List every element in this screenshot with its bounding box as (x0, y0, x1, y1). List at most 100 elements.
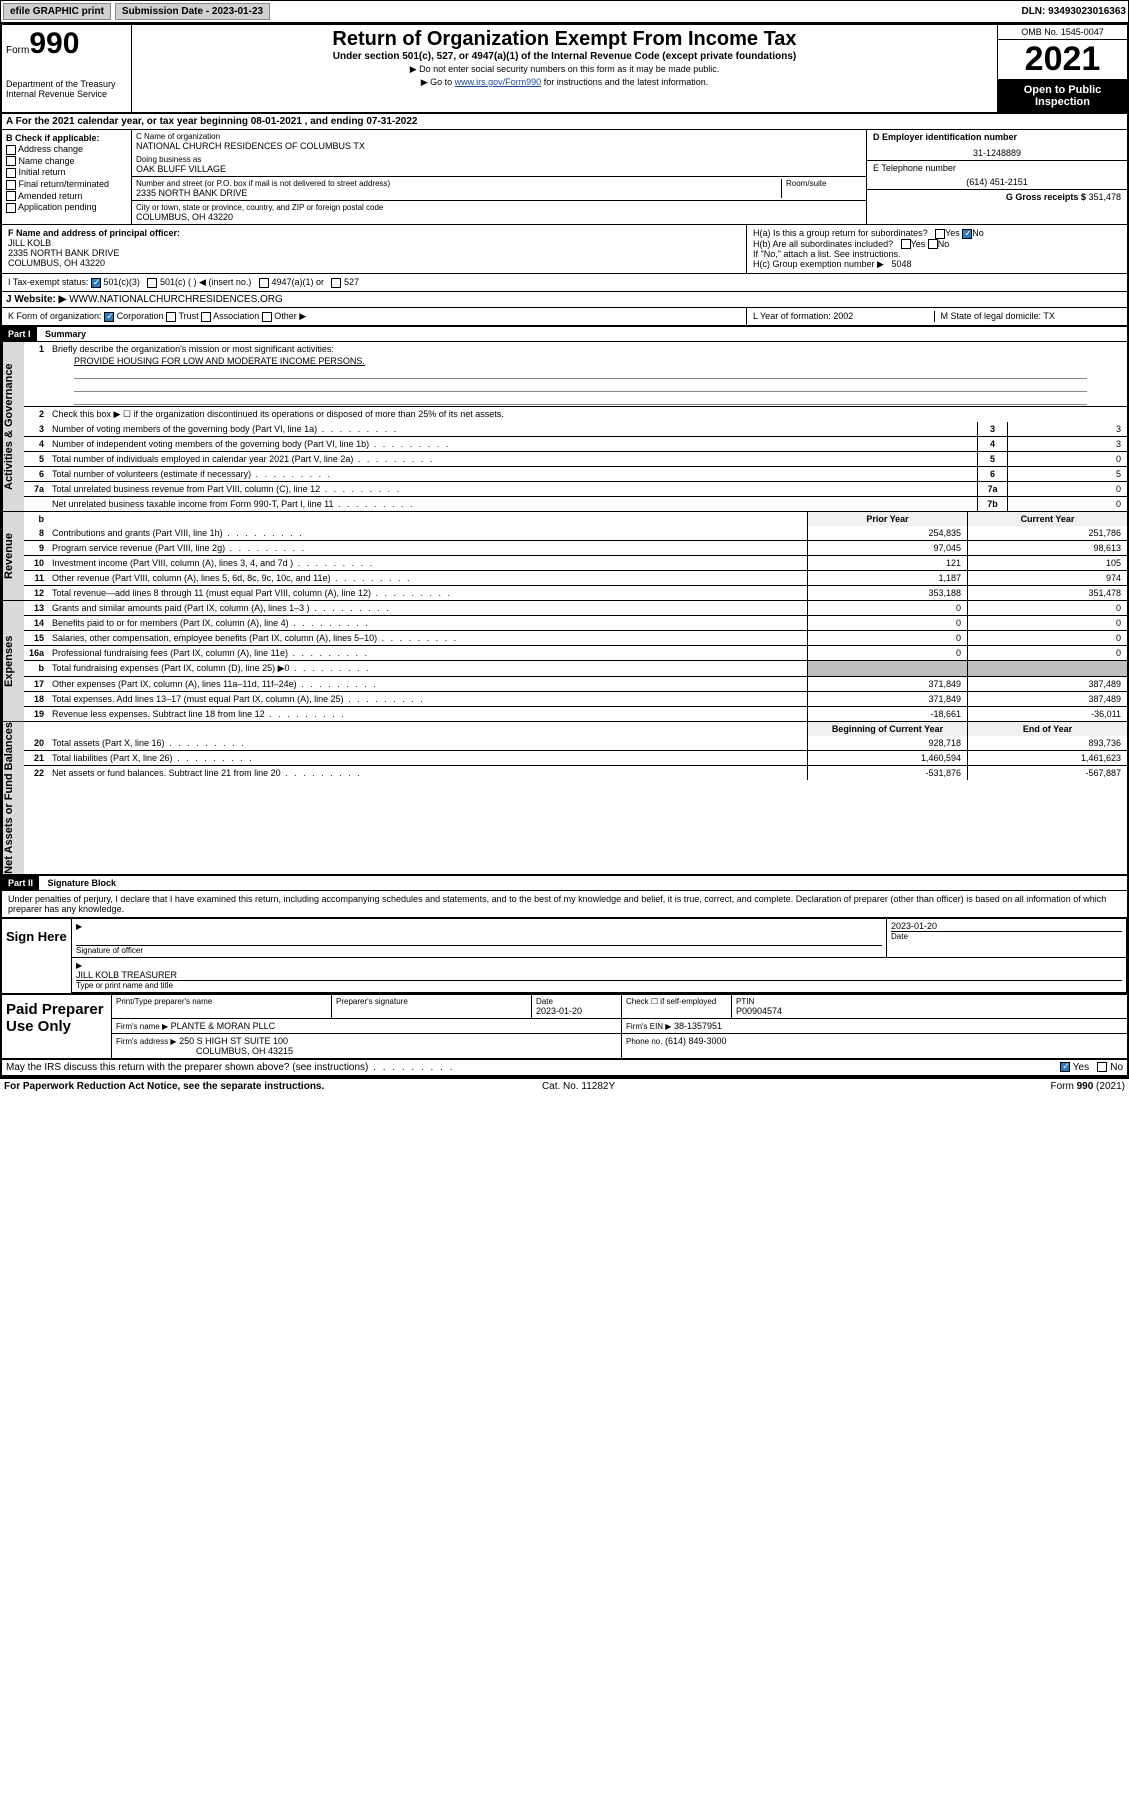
form-note2: ▶ Go to www.irs.gov/Form990 for instruct… (138, 77, 991, 88)
mission-text: PROVIDE HOUSING FOR LOW AND MODERATE INC… (24, 356, 1127, 366)
firm-addr1: 250 S HIGH ST SUITE 100 (179, 1036, 288, 1046)
i-lbl: I Tax-exempt status: (8, 277, 88, 287)
sign-block: Sign Here Signature of officer 2023-01-2… (2, 918, 1127, 993)
form-note1: ▶ Do not enter social security numbers o… (138, 64, 991, 75)
j-lbl: J Website: ▶ (6, 294, 66, 305)
row-a: A For the 2021 calendar year, or tax yea… (2, 114, 1127, 130)
preparer-block: Paid Preparer Use Only Print/Type prepar… (2, 993, 1127, 1060)
net-row: 20Total assets (Part X, line 16)928,7188… (24, 736, 1127, 750)
row-f: F Name and address of principal officer:… (2, 225, 747, 273)
discuss-yes[interactable] (1060, 1062, 1070, 1072)
info-grid: B Check if applicable: Address change Na… (2, 130, 1127, 225)
expense-row: 16aProfessional fundraising fees (Part I… (24, 645, 1127, 660)
f-addr1: 2335 NORTH BANK DRIVE (8, 248, 740, 258)
prep-sig-lbl: Preparer's signature (332, 995, 532, 1018)
summary-row: 4Number of independent voting members of… (24, 436, 1127, 451)
summary-expenses: Expenses 13Grants and similar amounts pa… (2, 601, 1127, 722)
summary-row: Net unrelated business taxable income fr… (24, 496, 1127, 511)
summary-row: 7aTotal unrelated business revenue from … (24, 481, 1127, 496)
irs-link[interactable]: www.irs.gov/Form990 (455, 77, 542, 87)
q2: Check this box ▶ ☐ if the organization d… (48, 407, 1127, 422)
header-left: Form990 Department of the Treasury Inter… (2, 25, 132, 112)
chk-address: Address change (6, 144, 127, 155)
discuss-row: May the IRS discuss this return with the… (2, 1060, 1127, 1077)
hb: H(b) Are all subordinates included? Yes … (753, 239, 1121, 250)
chk-other[interactable] (262, 312, 272, 322)
summary-row: 3Number of voting members of the governi… (24, 422, 1127, 436)
chk-527[interactable] (331, 278, 341, 288)
ein-lbl: D Employer identification number (873, 132, 1017, 142)
form-container: Form990 Department of the Treasury Inter… (0, 23, 1129, 1079)
sig-name: JILL KOLB TREASURER (76, 970, 1122, 980)
discuss-no[interactable] (1097, 1062, 1107, 1072)
org-name-lbl: C Name of organization (136, 132, 862, 141)
firm-phone: (614) 849-3000 (665, 1036, 727, 1046)
room-lbl: Room/suite (782, 179, 862, 198)
chk-name: Name change (6, 156, 127, 167)
expense-row: 13Grants and similar amounts paid (Part … (24, 601, 1127, 615)
mission-line (74, 380, 1087, 392)
gross-lbl: G Gross receipts $ (1006, 192, 1086, 202)
mission-line (74, 367, 1087, 379)
tel: (614) 451-2151 (873, 177, 1121, 187)
preparer-lbl: Paid Preparer Use Only (2, 995, 112, 1058)
header-center: Return of Organization Exempt From Incom… (132, 25, 997, 112)
chk-4947[interactable] (259, 278, 269, 288)
chk-501c[interactable] (147, 278, 157, 288)
tab-governance: Activities & Governance (2, 342, 24, 511)
chk-assoc[interactable] (201, 312, 211, 322)
sig-name-lbl: Type or print name and title (76, 980, 1122, 990)
net-row: 21Total liabilities (Part X, line 26)1,4… (24, 750, 1127, 765)
row-j: J Website: ▶ WWW.NATIONALCHURCHRESIDENCE… (2, 292, 1127, 308)
dba-lbl: Doing business as (136, 155, 862, 164)
sig-officer-lbl: Signature of officer (76, 945, 882, 955)
row-l: L Year of formation: 2002 (753, 311, 935, 322)
chk-corp[interactable] (104, 312, 114, 322)
footer-cat: Cat. No. 11282Y (542, 1081, 615, 1092)
sig-date-lbl: Date (891, 931, 1122, 941)
dba: OAK BLUFF VILLAGE (136, 164, 862, 174)
org-name-cell: C Name of organization NATIONAL CHURCH R… (132, 130, 866, 177)
ein: 31-1248889 (873, 148, 1121, 158)
net-row: 22Net assets or fund balances. Subtract … (24, 765, 1127, 780)
f-lbl: F Name and address of principal officer: (8, 228, 180, 238)
summary-gov: Activities & Governance 1Briefly describ… (2, 342, 1127, 512)
col-d: D Employer identification number 31-1248… (867, 130, 1127, 224)
mission-line (74, 393, 1087, 405)
part-ii-hdr: Part II (2, 876, 39, 890)
row-fh: F Name and address of principal officer:… (2, 225, 1127, 274)
discuss-text: May the IRS discuss this return with the… (6, 1062, 454, 1073)
declaration: Under penalties of perjury, I declare th… (2, 891, 1127, 918)
row-i: I Tax-exempt status: 501(c)(3) 501(c) ( … (2, 274, 1127, 292)
expense-row: bTotal fundraising expenses (Part IX, co… (24, 660, 1127, 676)
submission-date-button[interactable]: Submission Date - 2023-01-23 (115, 3, 270, 20)
prep-selfemp: Check ☐ if self-employed (622, 995, 732, 1018)
part-i-header: Part I Summary (2, 327, 1127, 342)
summary-net: Net Assets or Fund Balances Beginning of… (2, 722, 1127, 876)
omb-number: OMB No. 1545-0047 (998, 25, 1127, 40)
part-i-hdr: Part I (2, 327, 37, 341)
expense-row: 14Benefits paid to or for members (Part … (24, 615, 1127, 630)
k-lbl: K Form of organization: (8, 311, 102, 321)
gross-cell: G Gross receipts $ 351,478 (867, 190, 1127, 204)
footer-right: Form 990 (2021) (1050, 1081, 1124, 1092)
street-cell: Number and street (or P.O. box if mail i… (132, 177, 866, 201)
chk-trust[interactable] (166, 312, 176, 322)
summary-row: 6Total number of volunteers (estimate if… (24, 466, 1127, 481)
part-ii-title: Signature Block (42, 876, 123, 890)
form-number: Form990 (6, 27, 127, 61)
footer-left: For Paperwork Reduction Act Notice, see … (4, 1081, 324, 1092)
expense-row: 17Other expenses (Part IX, column (A), l… (24, 676, 1127, 691)
ptin: P00904574 (736, 1006, 1123, 1016)
chk-pending: Application pending (6, 202, 127, 213)
efile-button[interactable]: efile GRAPHIC print (3, 3, 111, 20)
org-name: NATIONAL CHURCH RESIDENCES OF COLUMBUS T… (136, 141, 862, 151)
firm-ein: 38-1357951 (674, 1021, 722, 1031)
chk-501c3[interactable] (91, 278, 101, 288)
page-footer: For Paperwork Reduction Act Notice, see … (0, 1079, 1129, 1094)
q1: Briefly describe the organization's miss… (48, 342, 1127, 356)
firm-name: PLANTE & MORAN PLLC (171, 1021, 276, 1031)
tel-lbl: E Telephone number (873, 163, 1121, 173)
street: 2335 NORTH BANK DRIVE (136, 188, 781, 198)
row-m: M State of legal domicile: TX (935, 311, 1122, 322)
